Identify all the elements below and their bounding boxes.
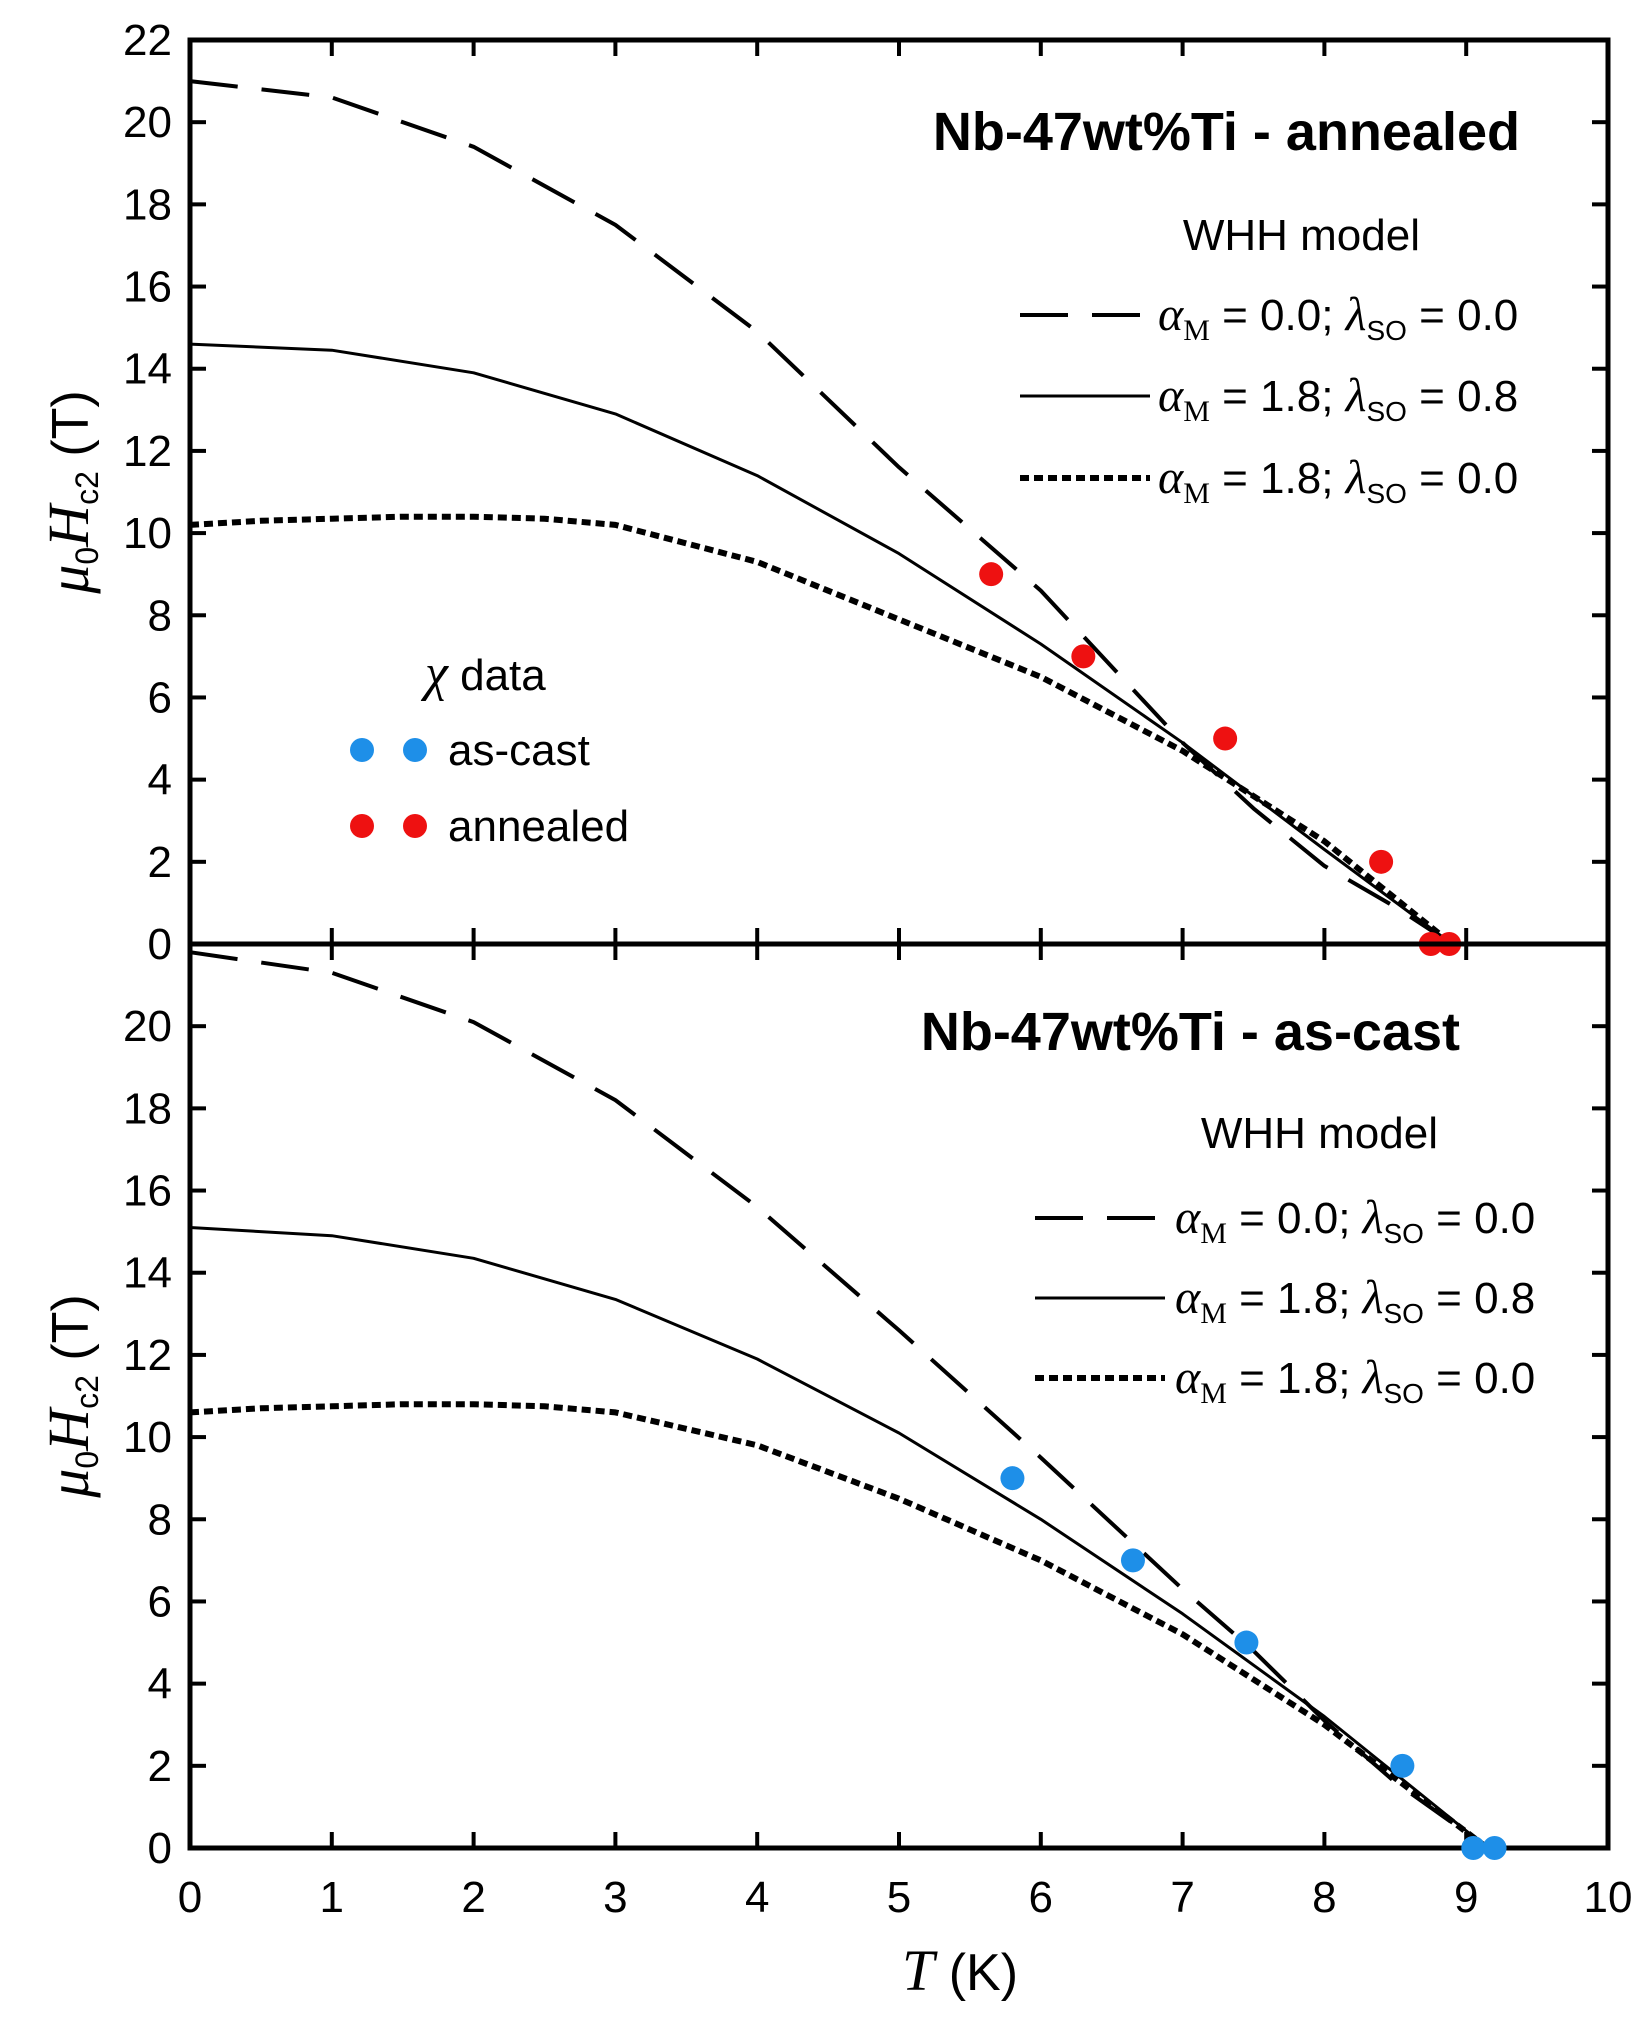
y-tick-label-as-cast-2: 2 bbox=[148, 1742, 172, 1791]
curve-dotted-as-cast bbox=[189, 1401, 1490, 1851]
x-tick-label-9: 9 bbox=[1454, 1873, 1478, 1922]
x-ticks: 0 1 2 3 4 5 6 7 8 9 10 bbox=[178, 1873, 1633, 1922]
y-tick-label-as-cast-8: 8 bbox=[148, 1495, 172, 1544]
curve-dotted-annealed bbox=[189, 513, 1454, 947]
data-point-annealed-1 bbox=[1071, 644, 1096, 669]
legend-row-dashed-as-cast: αM = 0.0; λSO = 0.0 bbox=[1035, 1191, 1535, 1250]
data-point-as-cast-5 bbox=[1482, 1836, 1507, 1860]
y-tick-label-annealed-0: 0 bbox=[148, 920, 172, 969]
legend-row-dotted-annealed: αM = 1.8; λSO = 0.0 bbox=[1020, 451, 1518, 510]
data-point-as-cast-2 bbox=[1234, 1630, 1259, 1655]
chi-data-legend: χ data as-cast annealed bbox=[350, 645, 629, 851]
y-tick-label-as-cast-6: 6 bbox=[148, 1577, 172, 1626]
model-curves-as-cast bbox=[189, 950, 1490, 1851]
y-tick-label-as-cast-4: 4 bbox=[148, 1660, 172, 1709]
y-ticks-annealed: 0 2 4 6 8 10 12 14 16 18 20 22 bbox=[123, 16, 1610, 969]
data-point-as-cast-0 bbox=[1000, 1466, 1025, 1491]
y-tick-label-as-cast-10: 10 bbox=[123, 1413, 172, 1462]
y-tick-label-as-cast-12: 12 bbox=[123, 1331, 172, 1380]
x-tick-label-3: 3 bbox=[603, 1873, 627, 1922]
chi-data-title: χ data bbox=[420, 645, 546, 702]
y-tick-label-annealed-10: 10 bbox=[123, 509, 172, 558]
chi-legend-as-cast-marker-2 bbox=[403, 738, 427, 762]
curve-solid-annealed bbox=[189, 342, 1453, 946]
data-point-as-cast-4 bbox=[1461, 1836, 1486, 1860]
y-tick-label-annealed-4: 4 bbox=[148, 756, 172, 805]
y-tick-label-as-cast-16: 16 bbox=[123, 1167, 172, 1216]
y-ticks-as-cast: 0 2 4 6 8 10 12 14 16 18 20 bbox=[123, 944, 1610, 1873]
x-tick-label-2: 2 bbox=[461, 1873, 485, 1922]
data-points-as-cast bbox=[1000, 1466, 1507, 1860]
y-tick-label-annealed-12: 12 bbox=[123, 427, 172, 476]
y-tick-label-annealed-6: 6 bbox=[148, 673, 172, 722]
y-axis-label-annealed: μ0Hc2 (T) bbox=[36, 390, 105, 594]
y-tick-label-annealed-2: 2 bbox=[148, 838, 172, 887]
x-tick-label-5: 5 bbox=[887, 1873, 911, 1922]
legend-row-dashed-annealed: αM = 0.0; λSO = 0.0 bbox=[1020, 288, 1518, 347]
legend-row-dotted-as-cast: αM = 1.8; λSO = 0.0 bbox=[1035, 1351, 1535, 1410]
legend-dotted-text: αM = 1.8; λSO = 0.0 bbox=[1158, 451, 1518, 510]
legend-solid-text: αM = 1.8; λSO = 0.8 bbox=[1175, 1271, 1535, 1330]
x-tick-label-4: 4 bbox=[745, 1873, 769, 1922]
x-tick-label-6: 6 bbox=[1029, 1873, 1053, 1922]
data-point-annealed-3 bbox=[1369, 849, 1394, 874]
legend-dotted-text: αM = 1.8; λSO = 0.0 bbox=[1175, 1351, 1535, 1410]
chi-legend-as-cast-label: as-cast bbox=[448, 726, 590, 775]
y-tick-label-as-cast-18: 18 bbox=[123, 1084, 172, 1133]
legend-annealed: αM = 0.0; λSO = 0.0 αM = 1.8; λSO = 0.8 … bbox=[1020, 288, 1518, 510]
legend-solid-text: αM = 1.8; λSO = 0.8 bbox=[1158, 369, 1518, 428]
y-tick-label-annealed-22: 22 bbox=[123, 16, 172, 65]
y-tick-label-annealed-8: 8 bbox=[148, 591, 172, 640]
x-tick-label-7: 7 bbox=[1170, 1873, 1194, 1922]
chi-legend-annealed-label: annealed bbox=[448, 802, 629, 851]
x-tick-label-8: 8 bbox=[1312, 1873, 1336, 1922]
x-tick-label-1: 1 bbox=[320, 1873, 344, 1922]
chi-legend-annealed-marker-2 bbox=[403, 814, 427, 838]
x-axis-label: T (K) bbox=[902, 1938, 1018, 2003]
data-point-annealed-0 bbox=[979, 562, 1004, 587]
y-tick-label-as-cast-20: 20 bbox=[123, 1002, 172, 1051]
data-point-as-cast-1 bbox=[1120, 1548, 1145, 1573]
model-label-annealed: WHH model bbox=[1183, 211, 1420, 260]
model-label-as-cast: WHH model bbox=[1201, 1109, 1438, 1158]
y-tick-label-as-cast-14: 14 bbox=[123, 1249, 172, 1298]
panel-annealed: 0 2 4 6 8 10 12 14 16 18 20 22 Nb-47wt%Ti - anneale… bbox=[36, 16, 1611, 969]
x-tick-label-10: 10 bbox=[1584, 1873, 1633, 1922]
chi-legend-annealed-marker-1 bbox=[350, 814, 374, 838]
y-tick-label-annealed-18: 18 bbox=[123, 180, 172, 229]
legend-as-cast: αM = 0.0; λSO = 0.0 αM = 1.8; λSO = 0.8 … bbox=[1035, 1191, 1535, 1410]
data-point-annealed-2 bbox=[1213, 726, 1238, 751]
y-tick-label-annealed-16: 16 bbox=[123, 263, 172, 312]
y-axis-label-as-cast: μ0Hc2 (T) bbox=[36, 1294, 105, 1498]
x-tick-label-0: 0 bbox=[178, 1873, 202, 1922]
chart-title-annealed: Nb-47wt%Ti - annealed bbox=[933, 102, 1520, 162]
curve-solid-as-cast bbox=[189, 1226, 1489, 1850]
legend-dashed-text: αM = 0.0; λSO = 0.0 bbox=[1158, 288, 1518, 347]
data-point-as-cast-3 bbox=[1390, 1753, 1415, 1778]
legend-row-solid-annealed: αM = 1.8; λSO = 0.8 bbox=[1020, 369, 1518, 428]
model-curves-annealed bbox=[189, 79, 1454, 947]
chi-legend-as-cast-marker-1 bbox=[350, 738, 374, 762]
chart-title-as-cast: Nb-47wt%Ti - as-cast bbox=[921, 1002, 1460, 1062]
y-tick-label-annealed-14: 14 bbox=[123, 345, 172, 394]
legend-dashed-text: αM = 0.0; λSO = 0.0 bbox=[1175, 1191, 1535, 1250]
legend-row-solid-as-cast: αM = 1.8; λSO = 0.8 bbox=[1035, 1271, 1535, 1330]
y-tick-label-as-cast-0: 0 bbox=[148, 1824, 172, 1873]
y-tick-label-annealed-20: 20 bbox=[123, 98, 172, 147]
